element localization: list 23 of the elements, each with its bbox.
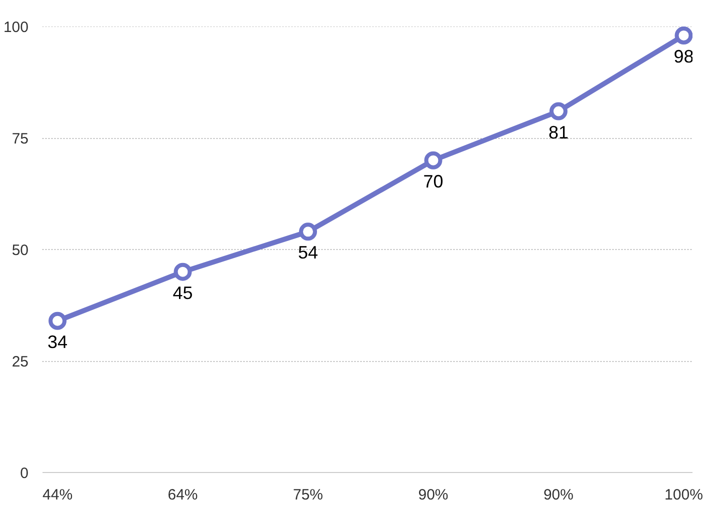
y-tick-label: 50 — [12, 242, 29, 260]
point — [299, 222, 318, 241]
data-label: 81 — [548, 122, 569, 142]
y-tick-label: 25 — [12, 354, 29, 371]
data-label: 45 — [172, 282, 193, 303]
point — [48, 312, 67, 330]
point — [549, 102, 568, 120]
y-tick-label: 75 — [12, 130, 29, 148]
x-tick-label: 75% — [293, 486, 324, 504]
x-tick-label: 100% — [664, 486, 703, 504]
data-label: 34 — [48, 332, 68, 352]
data-label: 70 — [423, 171, 444, 192]
point — [174, 262, 192, 281]
data-label: 98 — [674, 46, 694, 66]
point — [674, 26, 692, 44]
data-label: 54 — [298, 242, 318, 263]
x-tick-label: 44% — [42, 486, 73, 504]
x-tick-label: 90% — [543, 486, 574, 504]
point — [424, 151, 442, 170]
y-tick-label: 100 — [3, 19, 29, 36]
y-tick-label: 0 — [20, 465, 28, 482]
x-tick-label: 90% — [418, 486, 448, 504]
x-tick-label: 64% — [168, 486, 198, 504]
